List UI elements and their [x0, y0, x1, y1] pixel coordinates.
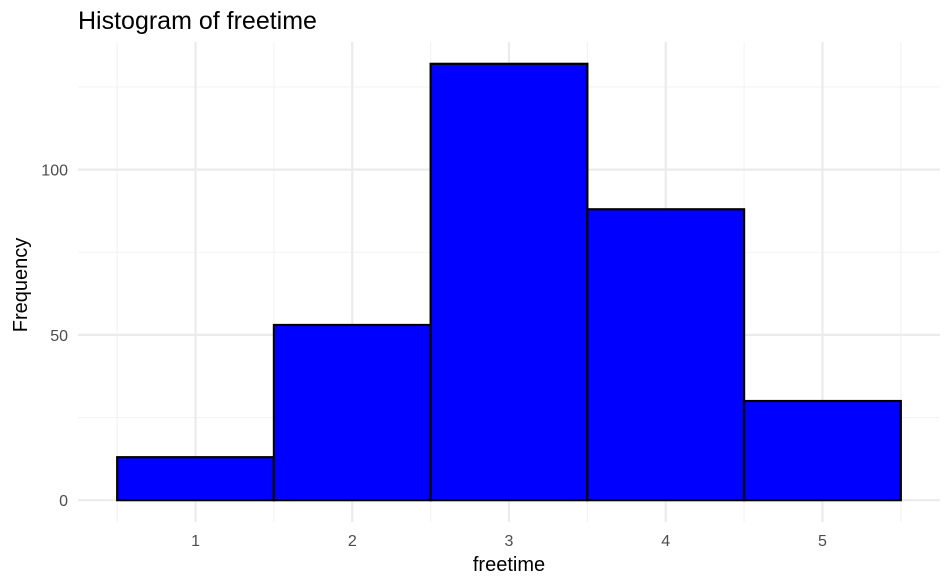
x-tick-label-1: 1 — [191, 533, 200, 550]
histogram-bar-5 — [742, 399, 902, 502]
y-tick-label-50: 50 — [50, 328, 68, 345]
y-tick-label-100: 100 — [41, 163, 68, 180]
x-tick-label-5: 5 — [818, 533, 827, 550]
histogram-bar-3 — [429, 62, 589, 502]
histogram-bar-1 — [116, 456, 276, 502]
histogram-bar-2 — [272, 323, 432, 502]
y-tick-label-0: 0 — [59, 493, 68, 510]
chart-title: Histogram of freetime — [78, 7, 317, 35]
x-tick-label-4: 4 — [661, 533, 670, 550]
x-axis-title: freetime — [473, 554, 545, 576]
x-tick-label-2: 2 — [348, 533, 357, 550]
bars-layer — [116, 62, 902, 502]
histogram-bar-4 — [586, 208, 746, 502]
x-tick-label-3: 3 — [505, 533, 514, 550]
y-axis-title: Frequency — [10, 238, 32, 333]
